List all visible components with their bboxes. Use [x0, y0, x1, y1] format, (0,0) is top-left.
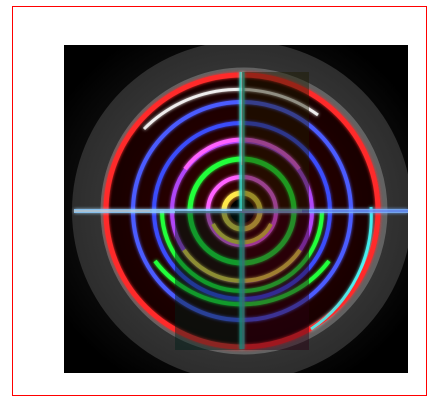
concentric-rings-image: [64, 45, 408, 373]
ring-cyan-highlight: [310, 206, 373, 331]
figure-frame: [12, 6, 427, 396]
bottom-left-sector: [175, 211, 242, 350]
ring-white-highlight: [142, 87, 319, 131]
top-right-sector: [242, 72, 309, 211]
bottom-right-sector: [242, 211, 309, 350]
target-image: [64, 45, 408, 373]
